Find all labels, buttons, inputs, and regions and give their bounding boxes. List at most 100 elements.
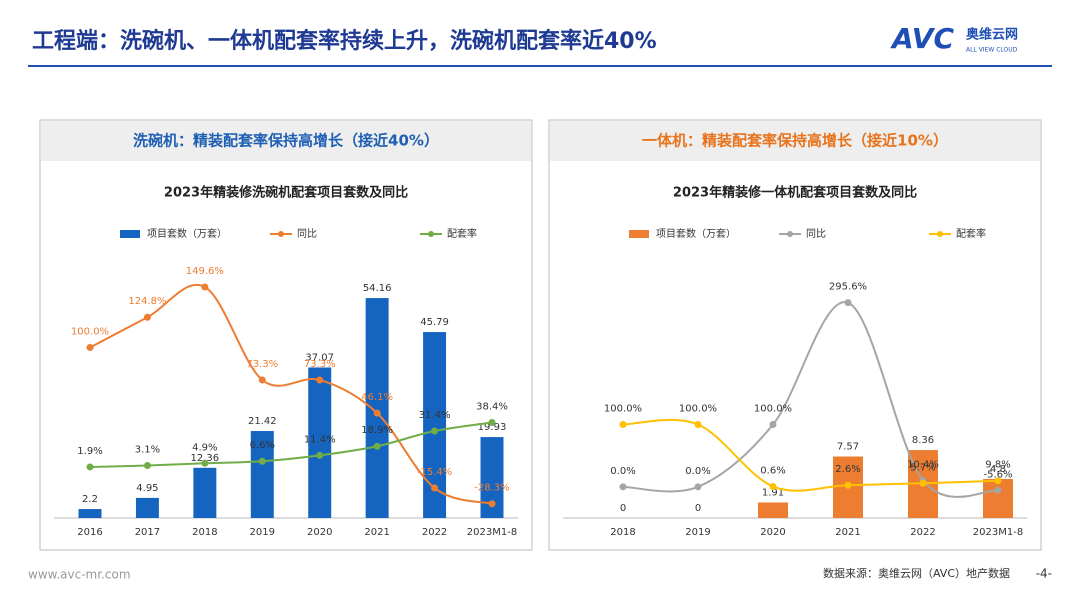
line-point bbox=[373, 442, 381, 450]
x-tick-label: 2018 bbox=[192, 527, 217, 538]
line-label: 1.9% bbox=[77, 446, 102, 457]
bar-label: 37.07 bbox=[305, 352, 334, 363]
line-label: 3.1% bbox=[135, 444, 160, 455]
line-label: 73.3% bbox=[246, 359, 278, 370]
bar-label: 0 bbox=[620, 503, 626, 514]
footer-source: 数据来源：奥维云网（AVC）地产数据 bbox=[823, 566, 1010, 580]
line-point bbox=[86, 463, 94, 471]
line-label: -5.6% bbox=[983, 469, 1012, 480]
bar bbox=[308, 367, 332, 518]
bar bbox=[983, 479, 1013, 518]
bar bbox=[365, 298, 389, 518]
bar-label: 1.91 bbox=[762, 487, 784, 498]
line-label: 18.9% bbox=[361, 425, 393, 436]
line-point bbox=[919, 479, 927, 487]
line-point bbox=[431, 427, 439, 435]
x-tick-label: 2022 bbox=[910, 527, 935, 538]
line-label: 100.0% bbox=[754, 404, 792, 415]
line-point bbox=[143, 313, 151, 321]
legend-swatch bbox=[629, 230, 649, 238]
line-label: 124.8% bbox=[128, 296, 166, 307]
line-label: 149.6% bbox=[186, 266, 224, 277]
line-label: 100.0% bbox=[71, 326, 109, 337]
line-point bbox=[619, 483, 627, 491]
line-label: -28.3% bbox=[474, 483, 509, 494]
line-label: 2.6% bbox=[835, 464, 860, 475]
line-point bbox=[201, 283, 209, 291]
line-point bbox=[316, 451, 324, 459]
x-tick-label: 2020 bbox=[760, 527, 785, 538]
legend-swatch bbox=[428, 231, 434, 237]
bar bbox=[250, 431, 274, 518]
line-label: 11.4% bbox=[304, 434, 336, 445]
legend-label: 同比 bbox=[297, 228, 317, 240]
line-point bbox=[769, 482, 777, 490]
bar-label: 12.36 bbox=[191, 453, 220, 464]
line-point bbox=[488, 418, 496, 426]
x-tick-label: 2016 bbox=[77, 527, 102, 538]
line-point bbox=[86, 343, 94, 351]
legend-swatch bbox=[937, 231, 943, 237]
line-label: 10.4% bbox=[907, 459, 939, 470]
panel bbox=[548, 119, 1042, 551]
line-label: -15.4% bbox=[417, 467, 452, 478]
bar-label: 7.57 bbox=[837, 442, 859, 453]
line-point bbox=[619, 421, 627, 429]
line-label: 6.6% bbox=[250, 440, 275, 451]
x-tick-label: 2017 bbox=[135, 527, 160, 538]
panel-subtitle: 洗碗机：精装配套率保持高增长（接近40%） bbox=[133, 132, 439, 150]
line-label: 0.0% bbox=[610, 466, 635, 477]
x-tick-label: 2023M1-8 bbox=[467, 527, 517, 538]
bar bbox=[78, 509, 102, 518]
line-point bbox=[694, 421, 702, 429]
line-label: 9.8% bbox=[985, 460, 1010, 471]
line-point bbox=[258, 376, 266, 384]
x-tick-label: 2019 bbox=[685, 527, 710, 538]
chart-title: 2023年精装修一体机配套项目套数及同比 bbox=[673, 185, 917, 201]
x-tick-label: 2021 bbox=[835, 527, 860, 538]
logo-cn: 奥维云网 bbox=[966, 27, 1018, 43]
panel-subtitle: 一体机：精装配套率保持高增长（接近10%） bbox=[642, 132, 948, 150]
line-point bbox=[373, 409, 381, 417]
legend-label: 配套率 bbox=[447, 227, 477, 240]
line-label: 5.7% bbox=[910, 462, 935, 473]
slide-title: 工程端：洗碗机、一体机配套率持续上升，洗碗机配套率近40% bbox=[32, 28, 657, 54]
line-label: 4.9% bbox=[192, 442, 217, 453]
line bbox=[89, 283, 493, 505]
bar-label: 2.2 bbox=[82, 494, 98, 505]
panel-header bbox=[550, 121, 1040, 161]
line-label: 295.6% bbox=[829, 282, 867, 293]
logo-en: ALL VIEW CLOUD bbox=[966, 47, 1018, 54]
line-point bbox=[844, 299, 852, 307]
legend-swatch bbox=[278, 231, 284, 237]
bar-label: 4.8 bbox=[990, 464, 1006, 475]
line-label: 0.0% bbox=[685, 466, 710, 477]
logo: AVC bbox=[890, 22, 954, 55]
line-label: 100.0% bbox=[604, 404, 642, 415]
bar-label: 54.16 bbox=[363, 283, 392, 294]
legend-label: 同比 bbox=[806, 228, 826, 240]
bar-label: 19.93 bbox=[478, 422, 507, 433]
line bbox=[622, 418, 999, 492]
line-point bbox=[143, 461, 151, 469]
line-point bbox=[994, 486, 1002, 494]
line-point bbox=[844, 481, 852, 489]
bar bbox=[423, 332, 447, 518]
legend-label: 配套率 bbox=[956, 227, 986, 240]
panel bbox=[39, 119, 533, 551]
panel-header bbox=[41, 121, 531, 161]
page-number: -4- bbox=[1036, 567, 1052, 581]
line-point bbox=[431, 484, 439, 492]
footer-url: www.avc-mr.com bbox=[28, 568, 131, 582]
bar bbox=[480, 437, 504, 518]
bar-label: 4.95 bbox=[136, 483, 158, 494]
line-label: 0.6% bbox=[760, 465, 785, 476]
x-tick-label: 2021 bbox=[364, 527, 389, 538]
bar-label: 45.79 bbox=[420, 317, 449, 328]
line-point bbox=[258, 457, 266, 465]
bar-label: 21.42 bbox=[248, 416, 277, 427]
x-tick-label: 2023M1-8 bbox=[973, 527, 1023, 538]
line-label: 38.4% bbox=[476, 401, 508, 412]
